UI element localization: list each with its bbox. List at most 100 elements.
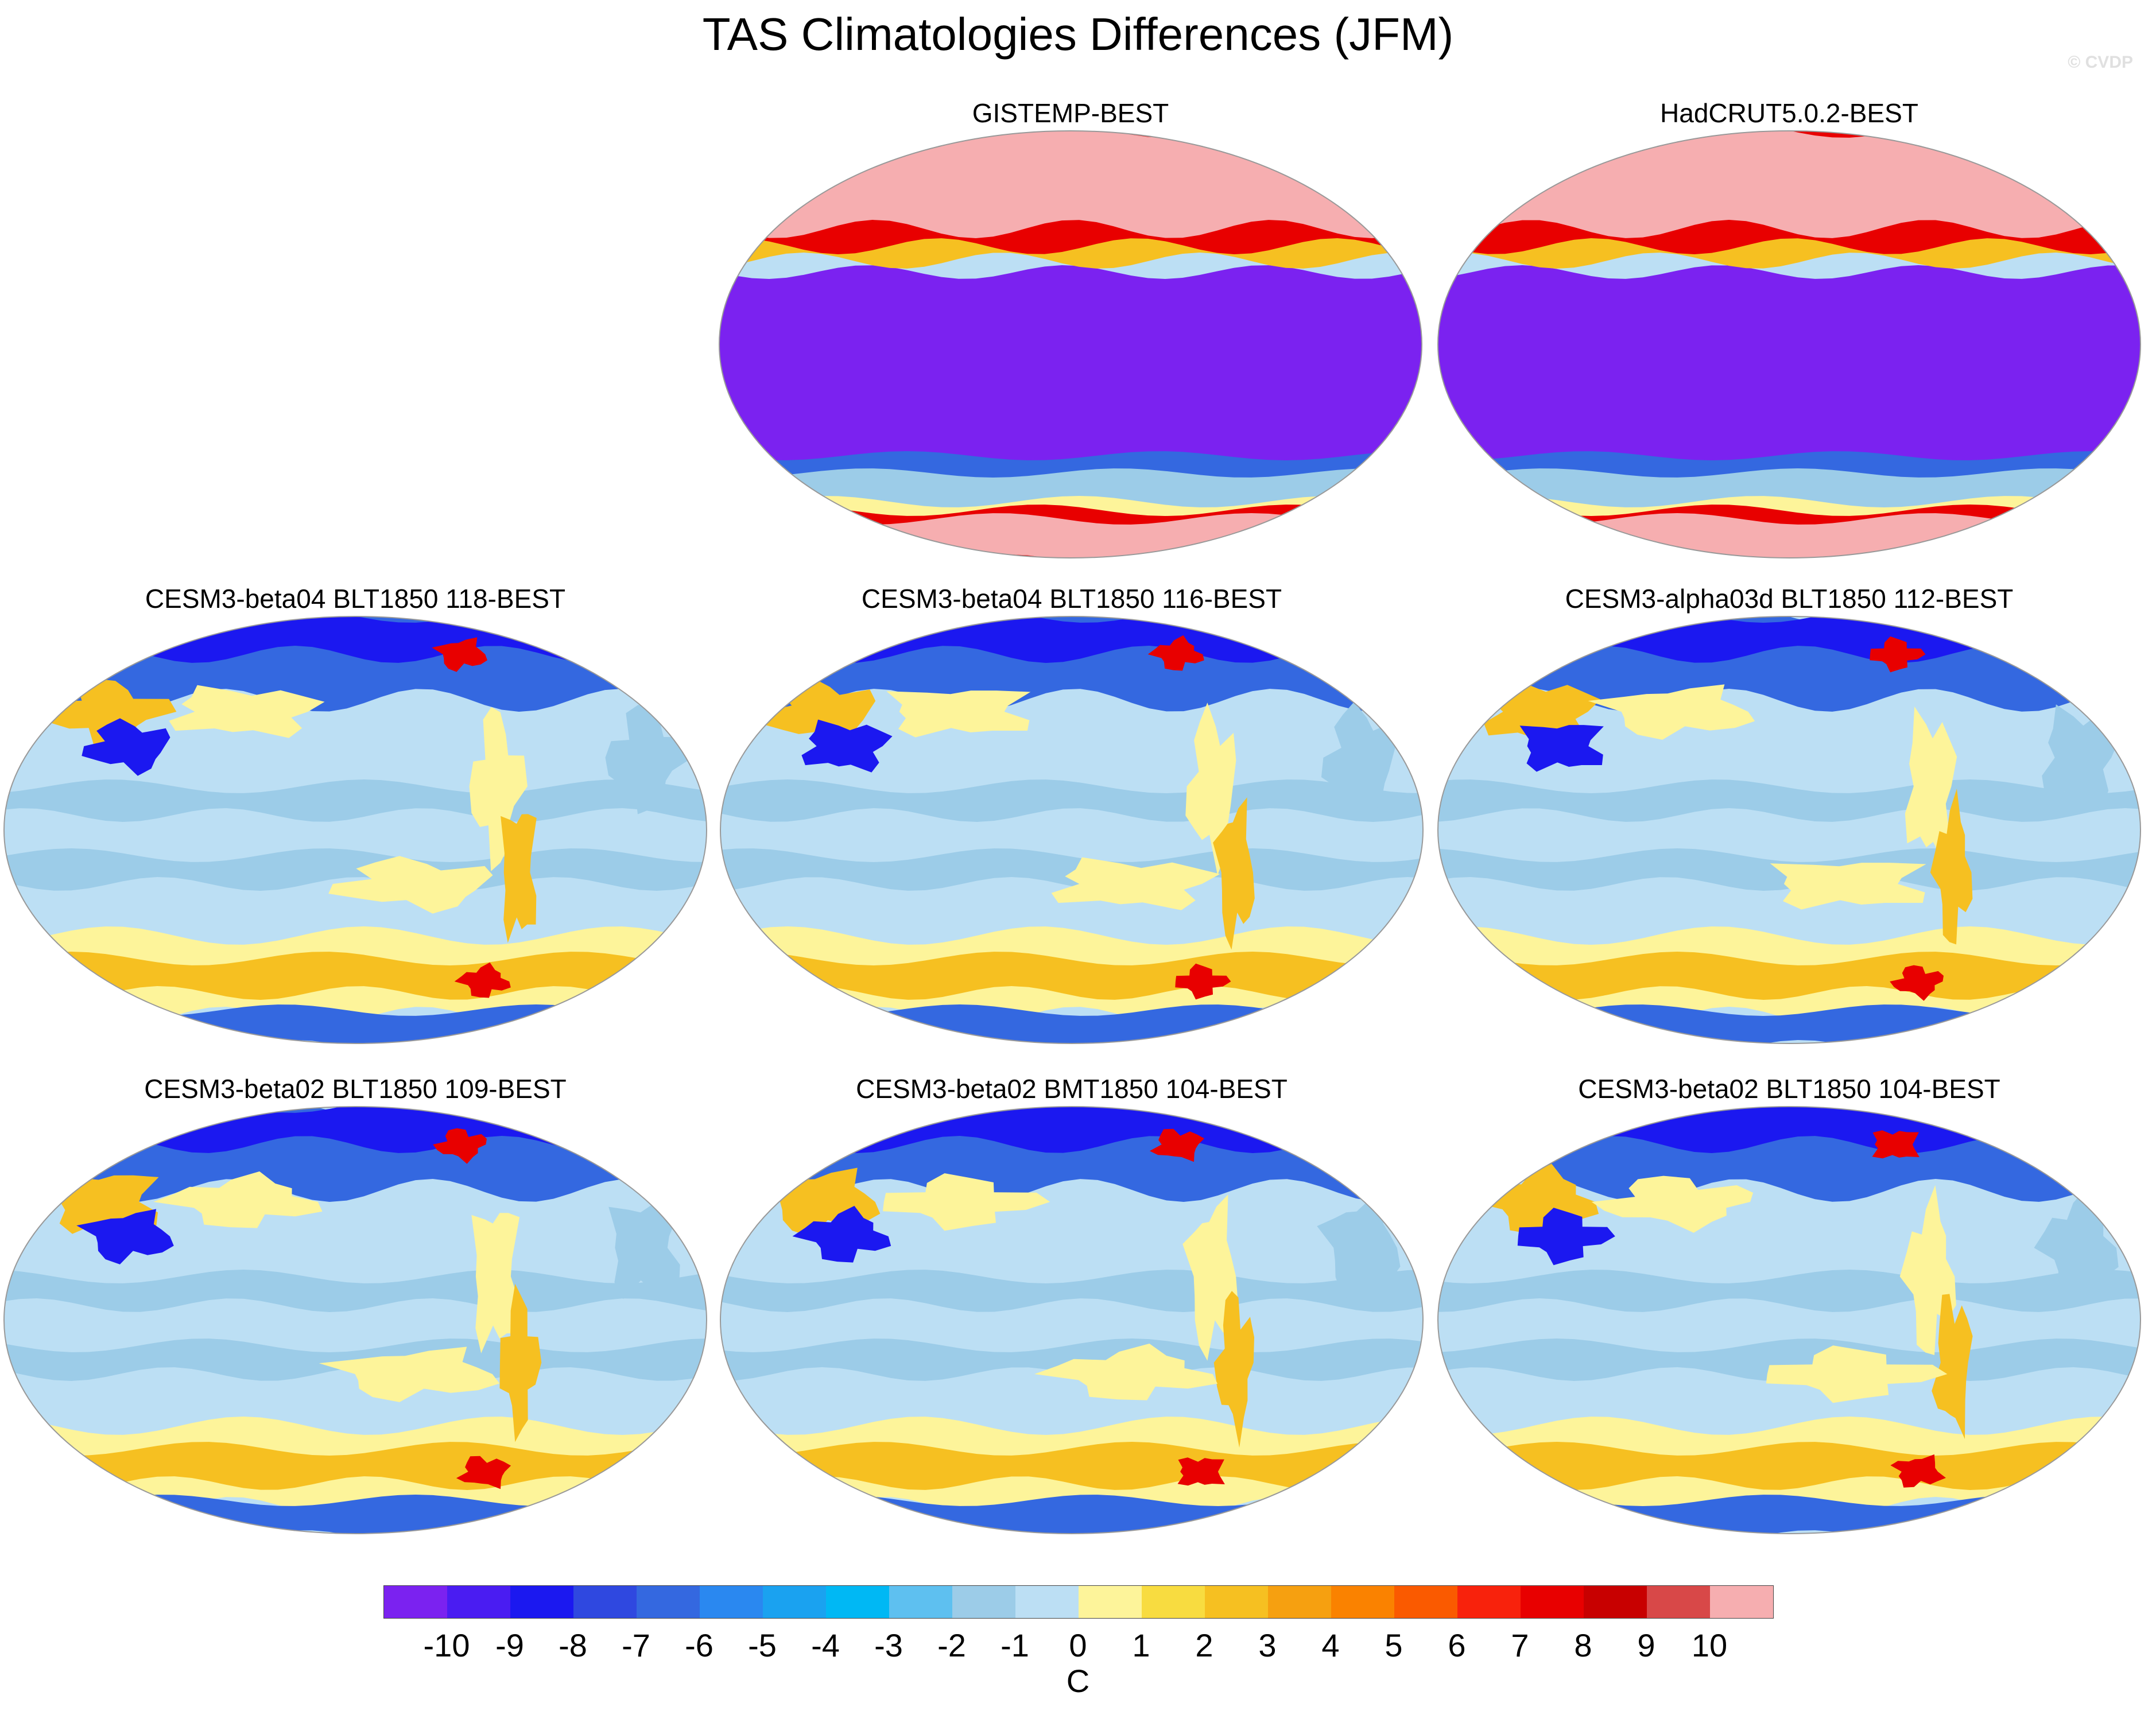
colorbar-swatch — [384, 1586, 447, 1618]
map-hadcrut — [1437, 130, 2141, 558]
africa-blue-blob — [1317, 1193, 1401, 1304]
south-orange-belt — [1438, 1442, 2141, 1490]
map-outline — [3, 1106, 707, 1534]
panel-title: CESM3-beta02 BLT1850 109-BEST — [144, 1074, 567, 1104]
colorbar-swatch — [700, 1586, 763, 1618]
colorbar-tick-label: 1 — [1132, 1627, 1150, 1663]
south-america-warm — [499, 1283, 542, 1442]
panel-title: GISTEMP-BEST — [972, 98, 1169, 128]
south-orange-belt — [720, 952, 1423, 1000]
tibet-cold-blob — [1517, 1208, 1615, 1266]
figure-title: TAS Climatologies Differences (JFM) — [702, 9, 1454, 60]
map-outline — [1437, 130, 2141, 558]
pacific-warm-blob — [153, 1171, 323, 1228]
map-outline — [720, 1106, 1424, 1534]
mid-blue-band — [720, 1270, 1423, 1312]
greenland-warm-spot — [1149, 1128, 1205, 1162]
africa-blue-blob — [605, 705, 693, 814]
south-mid-blue-band — [4, 848, 707, 891]
south-america-warm — [1213, 1291, 1254, 1448]
colorbar-swatch — [1205, 1586, 1268, 1618]
map-gistemp — [719, 130, 1422, 558]
panel-title: CESM3-beta02 BMT1850 104-BEST — [856, 1074, 1288, 1104]
colorbar-swatch — [510, 1586, 573, 1618]
mid-blue-band — [4, 779, 707, 822]
pacific-warm-blob — [886, 690, 1031, 738]
colorbar-swatch — [952, 1586, 1015, 1618]
map-field — [720, 616, 1423, 1043]
south-pacific-warm — [1770, 863, 1926, 910]
south-pacific-warm — [1034, 1343, 1217, 1400]
panel-title: CESM3-beta04 BLT1850 118-BEST — [145, 584, 566, 614]
panel-beta02-blt-104: CESM3-beta02 BLT1850 104-BEST — [1436, 1073, 2142, 1534]
colorbar-swatch — [573, 1586, 637, 1618]
panel-title: CESM3-beta02 BLT1850 104-BEST — [1578, 1074, 2000, 1104]
colorbar-swatch — [1457, 1586, 1521, 1618]
colorbar-tick-label: 0 — [1069, 1627, 1087, 1663]
colorbar-tick-label: -10 — [423, 1627, 470, 1663]
panel-title: HadCRUT5.0.2-BEST — [1660, 98, 1918, 128]
map-field — [719, 131, 1422, 558]
panel-title: CESM3-beta04 BLT1850 116-BEST — [861, 584, 1282, 614]
south-orange-belt — [4, 952, 707, 1000]
colorbar-tick-label: -3 — [874, 1627, 903, 1663]
arctic-cold — [4, 616, 707, 663]
greenland-warm-spot — [1870, 636, 1926, 673]
pacific-warm-blob — [169, 685, 325, 738]
south-america-warm — [1213, 797, 1255, 950]
colorbar-tick-label: 8 — [1574, 1627, 1592, 1663]
south-pacific-warm — [1766, 1345, 1948, 1403]
tibet-cold-blob — [792, 1205, 891, 1263]
map-outline — [3, 616, 707, 1044]
map-field — [720, 1107, 1423, 1534]
map-outline — [720, 616, 1424, 1044]
colorbar: -10 -9 -8 -7 -6 -5 -4 -3 -2 -1 0 1 2 3 4 5 6 7 8 9 10 — [383, 1585, 1774, 1665]
panel-beta02-blt-109: CESM3-beta02 BLT1850 109-BEST — [2, 1073, 708, 1534]
colorbar-swatch — [763, 1586, 826, 1618]
south-pink-region — [719, 513, 1422, 558]
map-beta02-blt-104 — [1437, 1106, 2141, 1534]
mid-blue-band — [720, 779, 1423, 822]
colorbar-tick-label: -5 — [748, 1627, 777, 1663]
americas-warm-blob — [469, 707, 528, 871]
africa-blue-blob — [608, 1205, 681, 1299]
south-orange-belt — [4, 1442, 707, 1490]
antarctic-warm-spot — [456, 1456, 511, 1489]
south-mid-blue-band — [720, 1338, 1423, 1381]
colorbar-swatches — [383, 1585, 1774, 1619]
greenland-warm-spot — [433, 1128, 487, 1164]
panel-beta04-118: CESM3-beta04 BLT1850 118-BEST — [2, 583, 708, 1044]
map-field — [4, 1107, 707, 1534]
map-field — [4, 616, 707, 1043]
colorbar-swatch — [889, 1586, 952, 1618]
americas-warm-blob — [471, 1213, 520, 1353]
tibet-cold-blob — [801, 719, 893, 773]
tibet-cold-blob — [1519, 725, 1604, 772]
colorbar-tick-label: 9 — [1637, 1627, 1655, 1663]
south-america-warm — [501, 814, 537, 943]
south-orange-belt — [720, 1442, 1423, 1490]
colorbar-tick-label: -9 — [495, 1627, 524, 1663]
south-pacific-warm — [328, 856, 493, 914]
greenland-warm-spot — [432, 637, 487, 672]
panel-hadcrut: HadCRUT5.0.2-BEST — [1436, 98, 2142, 558]
south-pacific-warm — [1051, 857, 1220, 910]
pacific-warm-blob — [1588, 684, 1755, 740]
pacific-warm-blob — [1591, 1175, 1754, 1233]
map-beta04-116 — [720, 616, 1424, 1044]
south-pacific-warm — [319, 1347, 500, 1402]
antarctic-band — [1438, 1495, 2141, 1534]
antarctic-warm-spot — [1890, 1454, 1946, 1488]
colorbar-swatch — [637, 1586, 700, 1618]
colorbar-swatch — [1584, 1586, 1647, 1618]
antarctic-warm-spot — [454, 962, 511, 998]
colorbar-swatch — [1015, 1586, 1079, 1618]
antarctic-warm-spot — [1177, 1457, 1225, 1486]
mid-blue-band — [1438, 1270, 2141, 1312]
colorbar-tick-label: 5 — [1385, 1627, 1403, 1663]
colorbar-tick-label: 6 — [1448, 1627, 1466, 1663]
pacific-warm-blob — [883, 1173, 1050, 1231]
colorbar-units: C — [1066, 1663, 1090, 1699]
map-field — [1438, 616, 2141, 1043]
map-outline — [719, 130, 1422, 558]
